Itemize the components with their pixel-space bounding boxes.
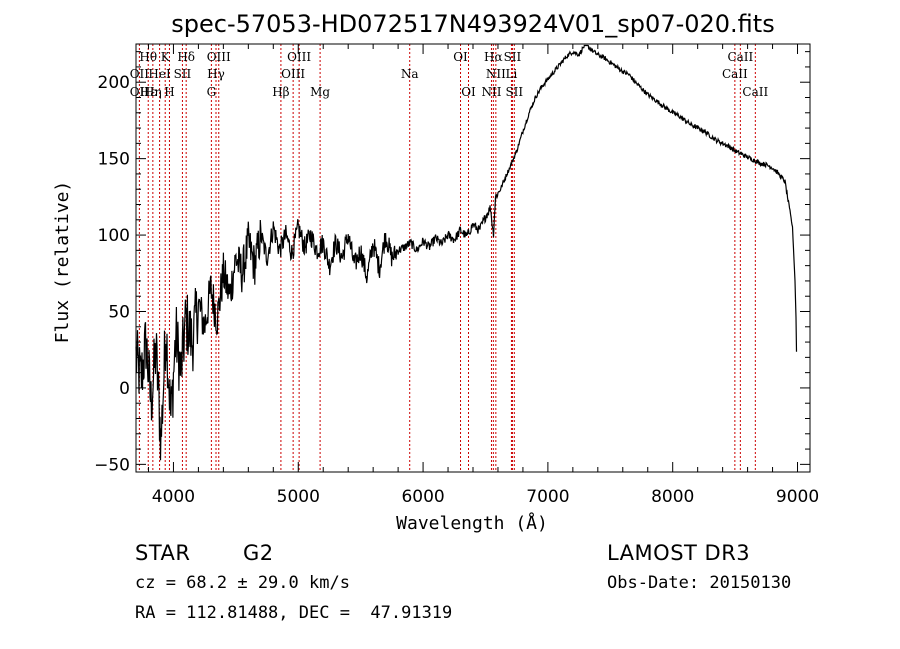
redshift-label: cz = 68.2 ± 29.0 km/s bbox=[135, 573, 350, 593]
line-label-5: OI bbox=[453, 50, 468, 64]
spectral-line-markers bbox=[138, 44, 756, 472]
survey-label: LAMOST DR3 bbox=[607, 541, 751, 565]
line-label-14: Na bbox=[401, 67, 419, 81]
x-tick-label: 6000 bbox=[401, 487, 444, 507]
line-label-18: OII bbox=[130, 85, 150, 99]
axis-ticks: 4000 5000 6000 7000 8000 9000 −50 0 50 100 150 200 bbox=[94, 44, 819, 507]
line-label-8: CaII bbox=[727, 50, 753, 64]
line-label-0: Hθ bbox=[139, 50, 157, 64]
line-label-6: Hα bbox=[484, 50, 503, 64]
line-label-20: Hη bbox=[144, 85, 162, 99]
plot-frame bbox=[135, 43, 811, 473]
line-label-28: CaII bbox=[742, 85, 768, 99]
object-subclass-label: G2 bbox=[243, 541, 274, 565]
line-label-17: CaII bbox=[722, 67, 748, 81]
line-label-9: OII bbox=[130, 67, 150, 81]
y-tick-label: −50 bbox=[94, 455, 130, 475]
x-tick-label: 7000 bbox=[526, 487, 569, 507]
line-label-23: Hβ bbox=[272, 85, 289, 99]
line-label-3: OIII bbox=[207, 50, 231, 64]
y-tick-label: 0 bbox=[119, 379, 130, 399]
line-label-16: Li bbox=[506, 67, 518, 81]
line-label-12: Hγ bbox=[207, 67, 225, 81]
line-label-19: Hε bbox=[140, 85, 157, 99]
spectrum-series-line bbox=[135, 44, 798, 461]
line-label-27: SII bbox=[505, 85, 523, 99]
line-label-13: OIII bbox=[281, 67, 305, 81]
line-label-26: NII bbox=[481, 85, 501, 99]
object-class-label: STAR bbox=[135, 541, 191, 565]
line-label-25: OI bbox=[461, 85, 476, 99]
line-label-15: NII bbox=[486, 67, 506, 81]
line-label-11: SII bbox=[174, 67, 192, 81]
line-label-24: Mg bbox=[310, 85, 330, 99]
chart-title: spec-57053-HD072517N493924V01_sp07-020.f… bbox=[171, 10, 774, 38]
line-label-22: G bbox=[207, 85, 217, 99]
x-tick-label: 9000 bbox=[776, 487, 819, 507]
line-label-7: SII bbox=[504, 50, 522, 64]
line-label-21: H bbox=[164, 85, 174, 99]
y-axis-label: Flux (relative) bbox=[52, 181, 73, 344]
y-tick-label: 50 bbox=[108, 303, 130, 323]
line-label-1: K bbox=[161, 50, 171, 64]
y-tick-label: 150 bbox=[98, 150, 130, 170]
obs-date-label: Obs-Date: 20150130 bbox=[607, 573, 792, 593]
x-axis-label: Wavelength (Å) bbox=[396, 512, 548, 534]
x-tick-label: 5000 bbox=[277, 487, 320, 507]
line-label-2: Hδ bbox=[177, 50, 195, 64]
x-tick-label: 4000 bbox=[152, 487, 195, 507]
line-label-4: OIII bbox=[287, 50, 311, 64]
line-label-10: HeI bbox=[148, 67, 171, 81]
coordinates-label: RA = 112.81488, DEC = 47.91319 bbox=[135, 603, 453, 623]
x-tick-label: 8000 bbox=[651, 487, 694, 507]
y-tick-label: 100 bbox=[98, 226, 130, 246]
y-tick-label: 200 bbox=[98, 73, 130, 93]
